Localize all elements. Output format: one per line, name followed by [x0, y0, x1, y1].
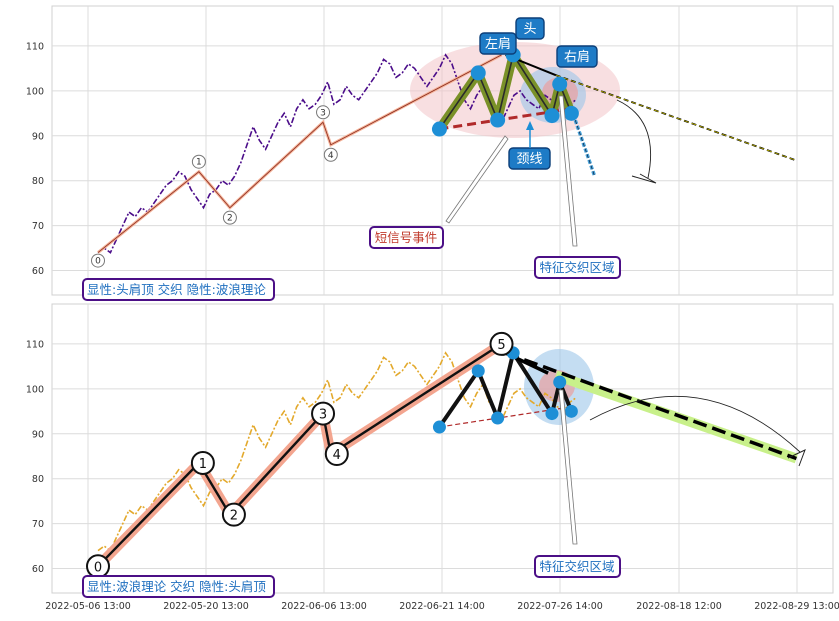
bottom-wave-label-2: 2 [230, 509, 238, 524]
top-wave-marker-3 [316, 105, 331, 120]
label-feature-zone-top-text: 特征交织区域 [539, 260, 614, 275]
bottom-hs-marker-4 [545, 407, 559, 421]
x-tick-6: 2022-08-29 13:00 [754, 601, 839, 612]
bottom-hs-marker-2 [491, 411, 505, 425]
top-trend-extension-yellow [555, 74, 797, 161]
bottom-wave-label-5: 5 [497, 338, 505, 353]
feature-zone-top-arrow [558, 95, 578, 247]
x-tick-2: 2022-06-06 13:00 [281, 601, 367, 612]
bottom-wave-label-4: 4 [333, 448, 341, 463]
top-ytick-60: 60 [32, 266, 44, 277]
label-neckline-text: 颈线 [516, 152, 542, 167]
label-feature-zone-bottom-box [534, 555, 621, 578]
bottom-ytick-70: 70 [32, 519, 44, 530]
x-tick-1: 2022-05-20 13:00 [163, 601, 249, 612]
x-axis-ticks: 2022-05-06 13:00 2022-05-20 13:00 2022-06-… [45, 601, 839, 612]
top-ytick-110: 110 [26, 41, 44, 52]
bottom-arc [589, 395, 801, 453]
top-ytick-80: 80 [32, 176, 44, 187]
bottom-ytick-110: 110 [26, 339, 44, 350]
bottom-wave-label-0: 0 [94, 560, 102, 575]
top-wave-label-0: 0 [95, 257, 101, 267]
bottom-hs-marker-5 [553, 375, 567, 389]
top-wave-line [97, 54, 502, 253]
label-short-signal-box [369, 226, 444, 249]
legend-bottom-text: 显性:波浪理论 交织 隐性:头肩顶 [87, 579, 266, 594]
bottom-neckline [439, 406, 572, 428]
bottom-ytick-100: 100 [26, 384, 44, 395]
top-hs-marker-6 [563, 105, 579, 121]
bottom-wave-marker-1 [190, 450, 215, 475]
x-tick-0: 2022-05-06 13:00 [45, 601, 131, 612]
neckline-arrowhead [526, 121, 534, 130]
top-wave-marker-4 [323, 147, 338, 162]
bottom-wave-label-1: 1 [199, 457, 207, 472]
short-signal-arrow [445, 135, 509, 224]
feature-zone-bottom-arrow [558, 389, 578, 545]
label-left-shoulder-text: 左肩 [485, 36, 511, 52]
bottom-hs-marker-0 [432, 420, 446, 434]
top-content: 012345左肩头右肩颈线短信号事件特征交织区域显性:头肩顶 交织 隐性:波浪理… [82, 17, 797, 301]
top-hs-marker-0 [431, 121, 447, 137]
bottom-wave-marker-4 [324, 441, 349, 466]
x-tick-5: 2022-08-18 12:00 [636, 601, 722, 612]
label-head-box [515, 17, 545, 40]
top-wave-label-1: 1 [196, 158, 202, 168]
legend-top-text: 显性:头肩顶 交织 隐性:波浪理论 [87, 282, 266, 297]
bottom-ytick-80: 80 [32, 474, 44, 485]
top-wave-label-2: 2 [227, 214, 233, 224]
label-short-signal-text: 短信号事件 [375, 230, 438, 245]
label-left-shoulder-box [479, 32, 517, 55]
bottom-y-ticks: 60 70 80 90 100 110 [26, 339, 44, 575]
top-hs-marker-4 [544, 108, 560, 124]
top-price-line [97, 53, 577, 254]
x-tick-3: 2022-06-21 14:00 [399, 601, 485, 612]
top-y-ticks: 60 70 80 90 100 110 [26, 41, 44, 277]
bottom-wave-marker-5 [489, 331, 514, 356]
bottom-wave-marker-2 [221, 502, 246, 527]
top-wave-marker-0 [91, 253, 105, 268]
label-right-shoulder-text: 右肩 [564, 49, 590, 65]
top-ytick-90: 90 [32, 131, 44, 142]
bottom-hs-marker-6 [564, 404, 578, 418]
label-head-text: 头 [523, 22, 536, 37]
top-hs-marker-5 [552, 76, 568, 92]
legend-top-box [82, 278, 275, 301]
top-wave-marker-1 [191, 154, 206, 169]
top-ytick-100: 100 [26, 86, 44, 97]
bottom-hs-marker-1 [471, 364, 485, 378]
bottom-wave-marker-3 [311, 401, 336, 426]
top-neckline [439, 107, 572, 131]
top-wave-label-3: 3 [320, 108, 326, 118]
bottom-wave-line [97, 342, 503, 568]
top-hs-marker-2 [490, 112, 506, 128]
top-wave-label-4: 4 [328, 151, 334, 161]
top-target-arc [616, 99, 652, 179]
bottom-grid [52, 304, 833, 593]
label-feature-zone-top-box [534, 256, 621, 279]
bottom-price-line [97, 351, 577, 552]
bottom-arc-head [787, 449, 806, 467]
bottom-ytick-90: 90 [32, 429, 44, 440]
bottom-ytick-60: 60 [32, 564, 44, 575]
top-hs-marker-1 [470, 65, 486, 81]
top-grid [52, 6, 833, 295]
top-ytick-70: 70 [32, 221, 44, 232]
legend-bottom-box [82, 575, 275, 598]
label-right-shoulder-box [556, 45, 598, 68]
x-tick-4: 2022-07-26 14:00 [517, 601, 603, 612]
bottom-wave-label-3: 3 [319, 408, 327, 423]
bottom-trend-line [504, 351, 797, 461]
label-feature-zone-bottom-text: 特征交织区域 [539, 559, 614, 574]
top-wave-marker-2 [222, 210, 237, 225]
top-target-arrowhead [631, 173, 657, 184]
